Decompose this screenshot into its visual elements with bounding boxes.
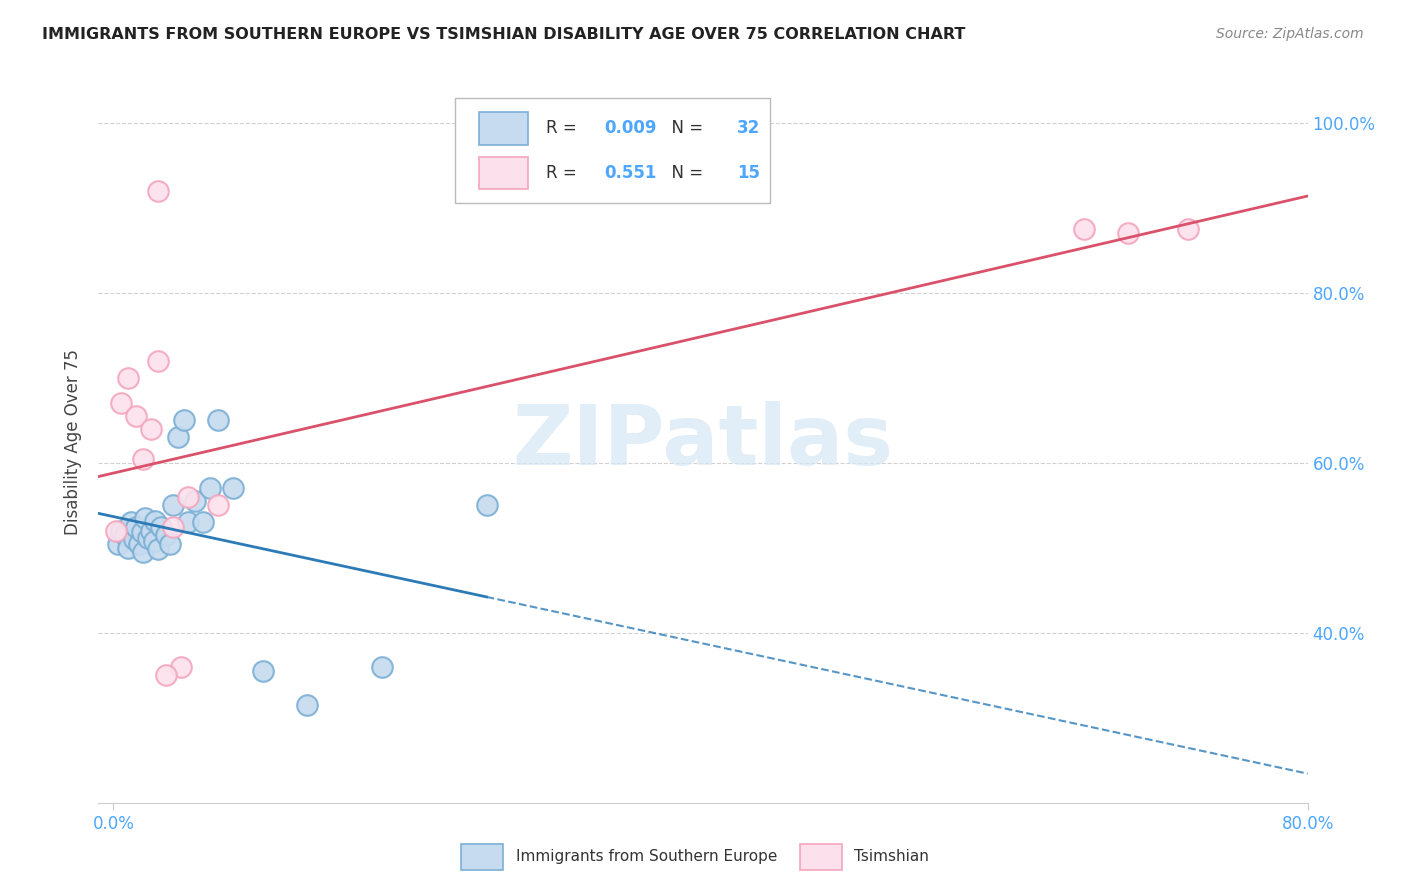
Point (146, 184, 169, 198)
Point (107, 536, 129, 550)
Point (146, 542, 169, 557)
Point (136, 531, 159, 545)
Point (169, 660, 191, 674)
Point (475, 498, 498, 512)
Text: IMMIGRANTS FROM SOUTHERN EUROPE VS TSIMSHIAN DISABILITY AGE OVER 75 CORRELATION : IMMIGRANTS FROM SOUTHERN EUROPE VS TSIMS… (42, 27, 966, 42)
Text: 15: 15 (737, 164, 759, 182)
Point (134, 511, 156, 525)
Point (114, 528, 136, 542)
Point (297, 698, 319, 712)
Point (117, 371, 139, 385)
Point (252, 664, 274, 678)
Text: ZIPatlas: ZIPatlas (513, 401, 893, 482)
Point (177, 516, 200, 530)
Point (139, 524, 162, 538)
Point (105, 524, 128, 538)
Point (159, 536, 181, 550)
Point (155, 668, 177, 682)
Point (131, 525, 153, 540)
Point (110, 396, 132, 410)
Point (132, 451, 155, 466)
Text: 0.551: 0.551 (603, 164, 657, 182)
Text: N =: N = (661, 164, 709, 182)
FancyBboxPatch shape (479, 112, 527, 145)
Text: 0.009: 0.009 (603, 120, 657, 137)
Point (184, 494, 207, 508)
FancyBboxPatch shape (456, 98, 769, 203)
Point (143, 514, 166, 528)
Point (207, 413, 229, 427)
Point (132, 545, 155, 559)
Point (1073, 222, 1095, 236)
Point (120, 516, 142, 530)
Text: 32: 32 (737, 120, 761, 137)
Point (155, 528, 177, 542)
Point (1118, 227, 1140, 241)
Point (371, 660, 394, 674)
Point (207, 498, 229, 512)
Y-axis label: Disability Age Over 75: Disability Age Over 75 (65, 349, 83, 534)
Point (1177, 222, 1199, 236)
Point (125, 409, 148, 423)
Point (191, 516, 214, 530)
Point (139, 422, 162, 436)
Point (122, 533, 145, 547)
Point (146, 353, 169, 368)
Point (150, 519, 173, 533)
Text: R =: R = (546, 164, 588, 182)
Text: N =: N = (661, 120, 709, 137)
Point (142, 533, 165, 548)
Point (125, 519, 148, 533)
Point (128, 536, 150, 550)
Point (173, 413, 195, 427)
Point (222, 481, 245, 495)
Point (117, 541, 139, 555)
Point (177, 490, 200, 504)
Point (162, 519, 184, 533)
FancyBboxPatch shape (800, 844, 842, 870)
Point (166, 430, 188, 444)
Point (110, 524, 132, 538)
Text: Source: ZipAtlas.com: Source: ZipAtlas.com (1216, 27, 1364, 41)
Point (162, 498, 184, 512)
Text: Immigrants from Southern Europe: Immigrants from Southern Europe (516, 849, 778, 864)
Text: Tsimshian: Tsimshian (855, 849, 929, 864)
FancyBboxPatch shape (479, 157, 527, 189)
Text: R =: R = (546, 120, 582, 137)
FancyBboxPatch shape (461, 844, 503, 870)
Point (200, 481, 222, 495)
